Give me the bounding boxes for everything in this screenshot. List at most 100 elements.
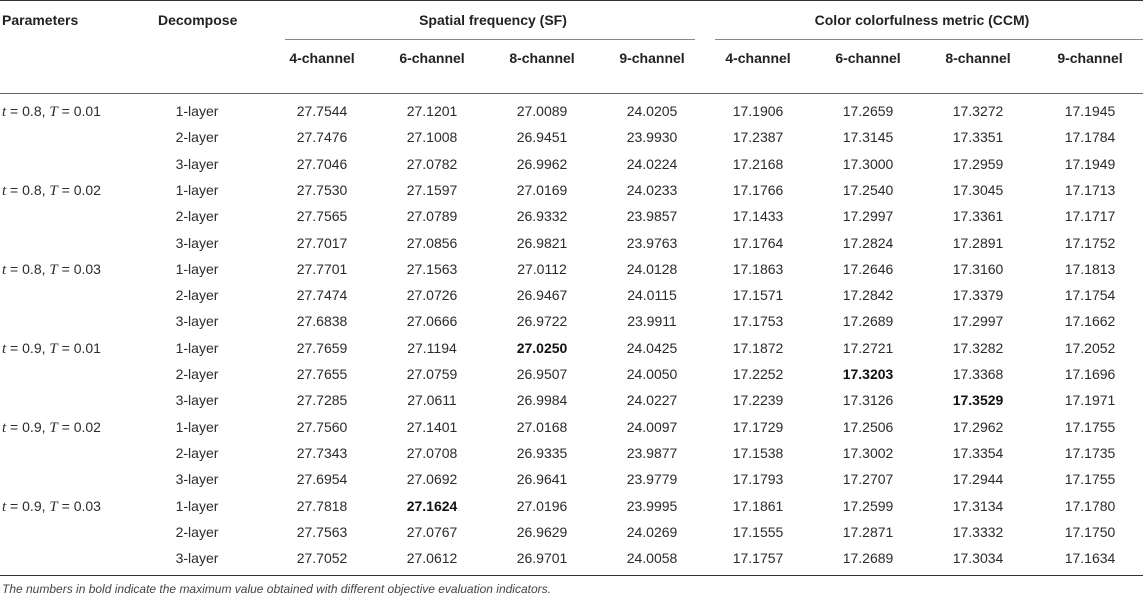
subheader-ccm-6-channel: 6-channel (835, 50, 901, 66)
ccm-value-cell: 17.1555 (732, 523, 784, 540)
sf-value-cell: 27.1563 (406, 260, 458, 277)
sf-value-cell: 26.9641 (516, 471, 568, 488)
ccm-value-cell: 17.1750 (1064, 523, 1116, 540)
sf-value-cell: 26.9507 (516, 366, 568, 382)
sf-value-cell: 27.7655 (296, 366, 348, 382)
ccm-value-cell: 17.3368 (952, 366, 1004, 382)
subheader-ccm-8-channel: 8-channel (945, 50, 1011, 66)
ccm-value-cell: 17.1754 (1064, 287, 1116, 304)
sf-value-cell: 27.1597 (406, 181, 458, 198)
param-T-value: 0.01 (73, 339, 101, 356)
decompose-cell: 3-layer (175, 155, 219, 172)
ccm-value-cell: 17.2871 (842, 523, 894, 540)
sf-value-cell: 27.7046 (296, 155, 348, 172)
sf-value-cell: 27.7659 (296, 339, 348, 356)
ccm-value-cell: 17.3000 (842, 155, 894, 172)
subheader-sf-9-channel: 9-channel (619, 50, 685, 66)
ccm-value-cell: 17.3272 (952, 103, 1004, 119)
sf-value-cell: 27.1401 (406, 418, 458, 435)
top-rule (0, 0, 1143, 1)
sf-value-cell: 27.7530 (296, 181, 348, 198)
param-t-value: 0.8 (22, 181, 42, 198)
decompose-cell: 1-layer (175, 418, 219, 435)
header-parameters: Parameters (2, 12, 79, 28)
ccm-value-cell: 17.1729 (732, 418, 784, 435)
ccm-value-cell: 17.1793 (732, 471, 784, 488)
subheader-sf-6-channel: 6-channel (399, 50, 465, 66)
ccm-value-cell: 17.2707 (842, 471, 894, 488)
decompose-cell: 1-layer (175, 181, 219, 198)
ccm-value-cell: 17.1662 (1064, 313, 1116, 330)
sf-value-cell: 27.7474 (296, 287, 348, 304)
sf-value-cell: 23.9763 (626, 234, 678, 251)
ccm-value-cell: 17.1634 (1064, 550, 1116, 567)
sf-value-cell: 27.7052 (296, 550, 348, 567)
sf-value-cell: 24.0425 (626, 339, 678, 356)
param-t-value: 0.9 (22, 339, 42, 356)
sf-value-cell: 27.0196 (516, 497, 568, 514)
ccm-value-cell: 17.1863 (732, 260, 784, 277)
subheader-ccm-4-channel: 4-channel (725, 50, 791, 66)
parameters-cell: t = 0.8, T = 0.01 (2, 103, 101, 120)
ccm-value-cell: 17.1433 (732, 208, 784, 225)
ccm-value-cell: 17.1780 (1064, 497, 1116, 514)
ccm-value-cell: 17.1906 (732, 103, 784, 119)
sf-value-cell: 24.0269 (626, 523, 678, 540)
parameters-cell: t = 0.8, T = 0.02 (2, 181, 101, 199)
sf-value-cell: 23.9930 (626, 129, 678, 146)
sf-value-cell: 27.7343 (296, 444, 348, 461)
ccm-value-cell: 17.1752 (1064, 234, 1116, 251)
sf-value-cell: 24.0058 (626, 550, 678, 567)
decompose-cell: 2-layer (175, 523, 219, 540)
ccm-value-cell: 17.2824 (842, 234, 894, 251)
ccm-value-cell: 17.3002 (842, 444, 894, 461)
ccm-value-cell: 17.1861 (732, 497, 784, 514)
subheader-ccm-9-channel: 9-channel (1057, 50, 1123, 66)
sf-value-cell: 27.0611 (407, 392, 457, 409)
decompose-cell: 3-layer (175, 313, 219, 330)
sf-value-cell: 23.9995 (626, 497, 678, 514)
sf-value-cell: 27.0856 (406, 234, 458, 251)
ccm-value-cell: 17.3145 (842, 129, 894, 146)
sf-value-cell: 27.1008 (406, 129, 458, 146)
ccm-value-cell: 17.2997 (952, 313, 1004, 330)
ccm-value-cell: 17.2646 (842, 260, 894, 277)
sf-value-cell: 27.7544 (296, 103, 348, 119)
table-footnote: The numbers in bold indicate the maximum… (2, 582, 551, 596)
sf-value-cell: 27.7476 (296, 129, 348, 146)
sf-value-cell: 27.0789 (406, 208, 458, 225)
ccm-value-cell: 17.1813 (1064, 260, 1116, 277)
sf-value-cell: 27.1624 (406, 497, 458, 514)
sf-value-cell: 27.0250 (516, 339, 568, 356)
ccm-value-cell: 17.3361 (952, 208, 1004, 225)
decompose-cell: 2-layer (175, 208, 219, 225)
sf-value-cell: 27.0692 (406, 471, 458, 488)
sf-value-cell: 23.9779 (626, 471, 678, 488)
sf-value-cell: 26.9701 (516, 550, 568, 567)
ccm-value-cell: 17.3045 (952, 181, 1004, 198)
sf-value-cell: 26.9332 (516, 208, 568, 225)
decompose-cell: 3-layer (175, 471, 219, 488)
param-t-value: 0.8 (22, 260, 42, 277)
ccm-value-cell: 17.1571 (732, 287, 784, 304)
decompose-cell: 3-layer (175, 392, 219, 409)
ccm-value-cell: 17.2689 (842, 550, 894, 567)
ccm-value-cell: 17.1755 (1064, 418, 1116, 435)
sf-value-cell: 27.6954 (296, 471, 348, 488)
sf-group-underline (285, 39, 695, 40)
decompose-cell: 2-layer (175, 444, 219, 461)
param-T-value: 0.02 (73, 418, 101, 435)
sf-value-cell: 27.0169 (516, 181, 568, 198)
sf-value-cell: 27.0112 (517, 260, 567, 277)
param-t-value: 0.8 (22, 103, 42, 119)
sf-value-cell: 27.0726 (406, 287, 458, 304)
ccm-value-cell: 17.1713 (1064, 181, 1116, 198)
ccm-value-cell: 17.1753 (732, 313, 784, 330)
ccm-value-cell: 17.2997 (842, 208, 894, 225)
ccm-value-cell: 17.3160 (952, 260, 1004, 277)
sf-value-cell: 26.9722 (516, 313, 568, 330)
decompose-cell: 2-layer (175, 366, 219, 382)
ccm-value-cell: 17.1538 (732, 444, 784, 461)
sf-value-cell: 26.9467 (516, 287, 568, 304)
ccm-value-cell: 17.1757 (732, 550, 784, 567)
